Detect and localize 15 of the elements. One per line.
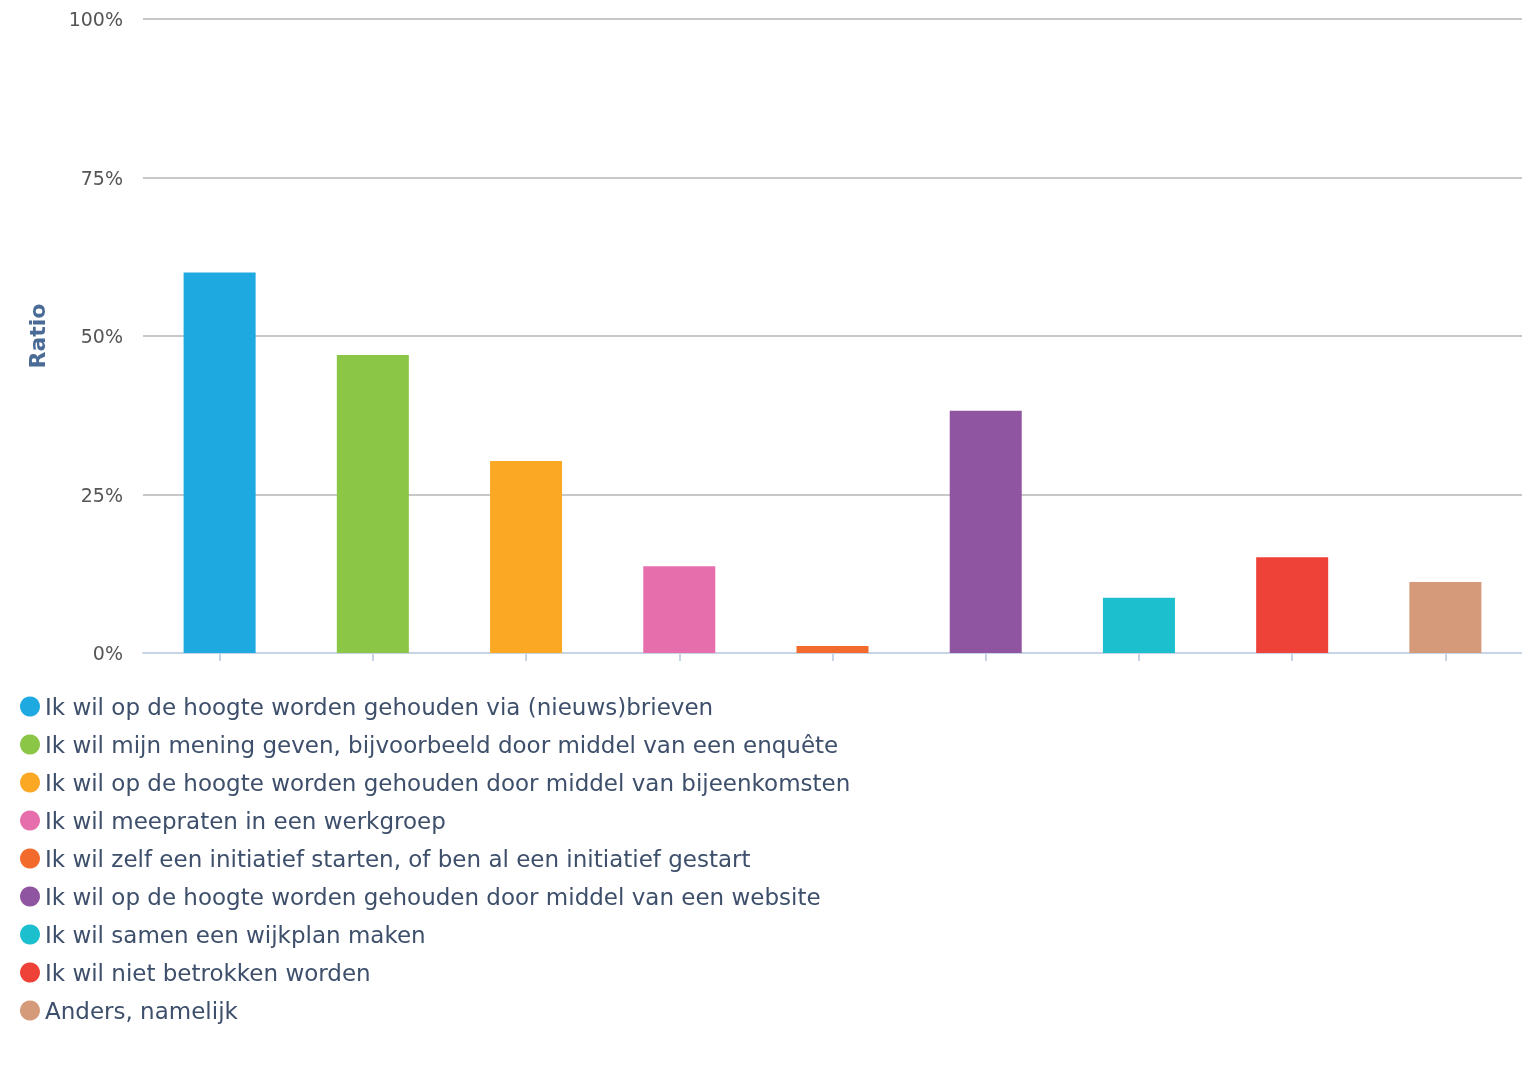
legend-label: Ik wil op de hoogte worden gehouden door middel van bijeenkomsten <box>45 769 851 796</box>
legend-label: Ik wil meepraten in een werkgroep <box>45 807 446 834</box>
legend-label: Anders, namelijk <box>45 997 239 1024</box>
legend-label: Ik wil mijn mening geven, bijvoorbeeld door middel van een enquête <box>45 731 839 758</box>
y-tick-label: 75% <box>80 166 123 189</box>
legend-label: Ik wil op de hoogte worden gehouden door middel van een website <box>45 883 821 910</box>
y-tick-label: 100% <box>68 8 123 30</box>
y-axis-title: Ratio <box>24 303 50 369</box>
y-tick-label: 25% <box>80 483 123 506</box>
y-tick-label: 0% <box>92 642 123 664</box>
legend-label: Ik wil zelf een initiatief starten, of ben al een initiatief gestart <box>45 845 751 872</box>
legend-label: Ik wil samen een wijkplan maken <box>45 921 426 948</box>
legend-label: Ik wil niet betrokken worden <box>45 959 371 986</box>
y-tick-label: 50% <box>80 325 123 347</box>
legend-label: Ik wil op de hoogte worden gehouden via (nieuws)brieven <box>45 693 714 720</box>
